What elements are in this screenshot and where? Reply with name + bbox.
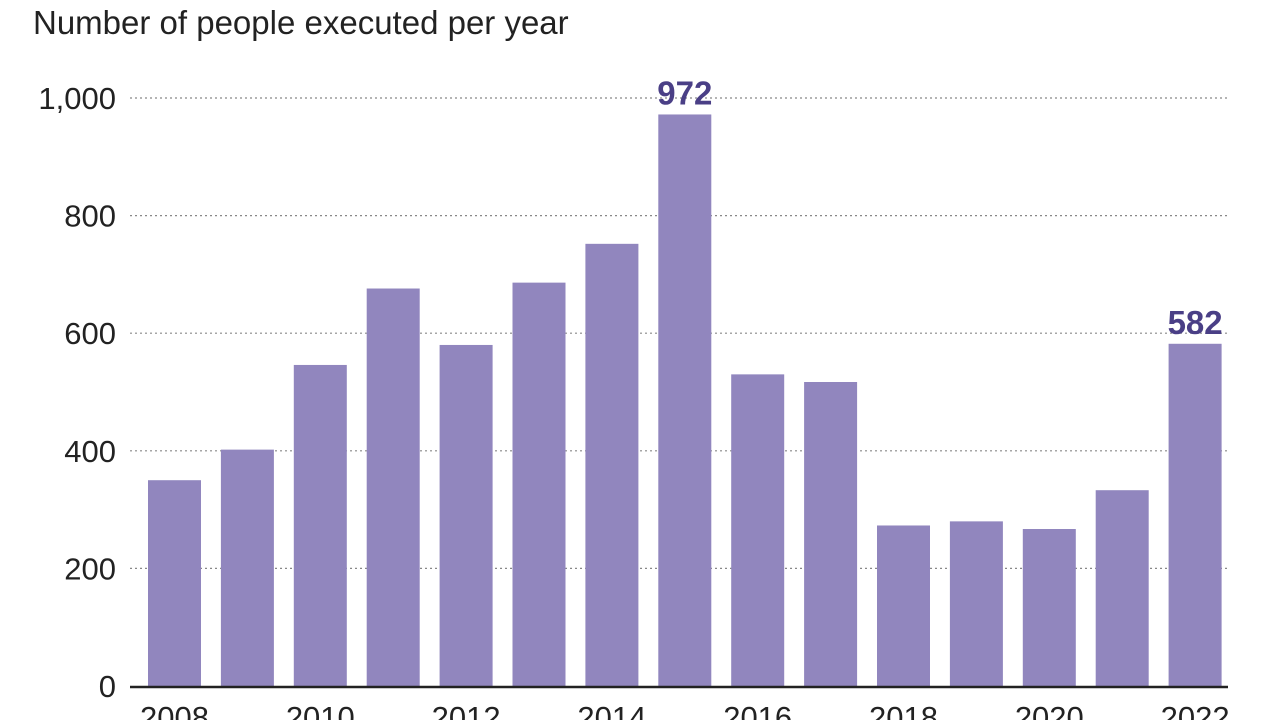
chart-title: Number of people executed per year [33,4,569,41]
x-tick-label: 2012 [432,700,501,720]
bar-2008 [148,480,201,686]
y-tick-label: 600 [64,316,116,351]
y-tick-label: 800 [64,199,116,234]
data-label: 582 [1168,304,1223,341]
y-tick-label: 400 [64,434,116,469]
x-tick-label: 2008 [140,700,209,720]
bar-2022 [1168,343,1222,686]
bar-2010 [293,364,347,686]
bar-2020 [1022,529,1076,686]
x-tick-label: 2010 [286,700,355,720]
x-tick-label: 2014 [577,700,646,720]
x-tick-label: 2018 [869,700,938,720]
bar-2017 [804,382,858,686]
bar-2021 [1095,490,1149,686]
bar-2014 [585,243,639,686]
y-tick-label: 200 [64,551,116,586]
bar-2012 [439,344,493,686]
y-tick-label: 1,000 [38,81,116,116]
bar-2013 [512,282,566,686]
y-tick-label: 0 [99,669,116,704]
bar-2018 [877,525,930,686]
data-label: 972 [657,74,712,111]
x-tick-label: 2020 [1015,700,1084,720]
bar-2011 [366,288,420,686]
x-tick-label: 2016 [723,700,792,720]
bar-2019 [949,521,1003,686]
x-tick-label: 2022 [1161,700,1230,720]
bar-2016 [731,374,785,686]
bar-2015 [658,114,712,687]
bar-2009 [220,449,274,686]
